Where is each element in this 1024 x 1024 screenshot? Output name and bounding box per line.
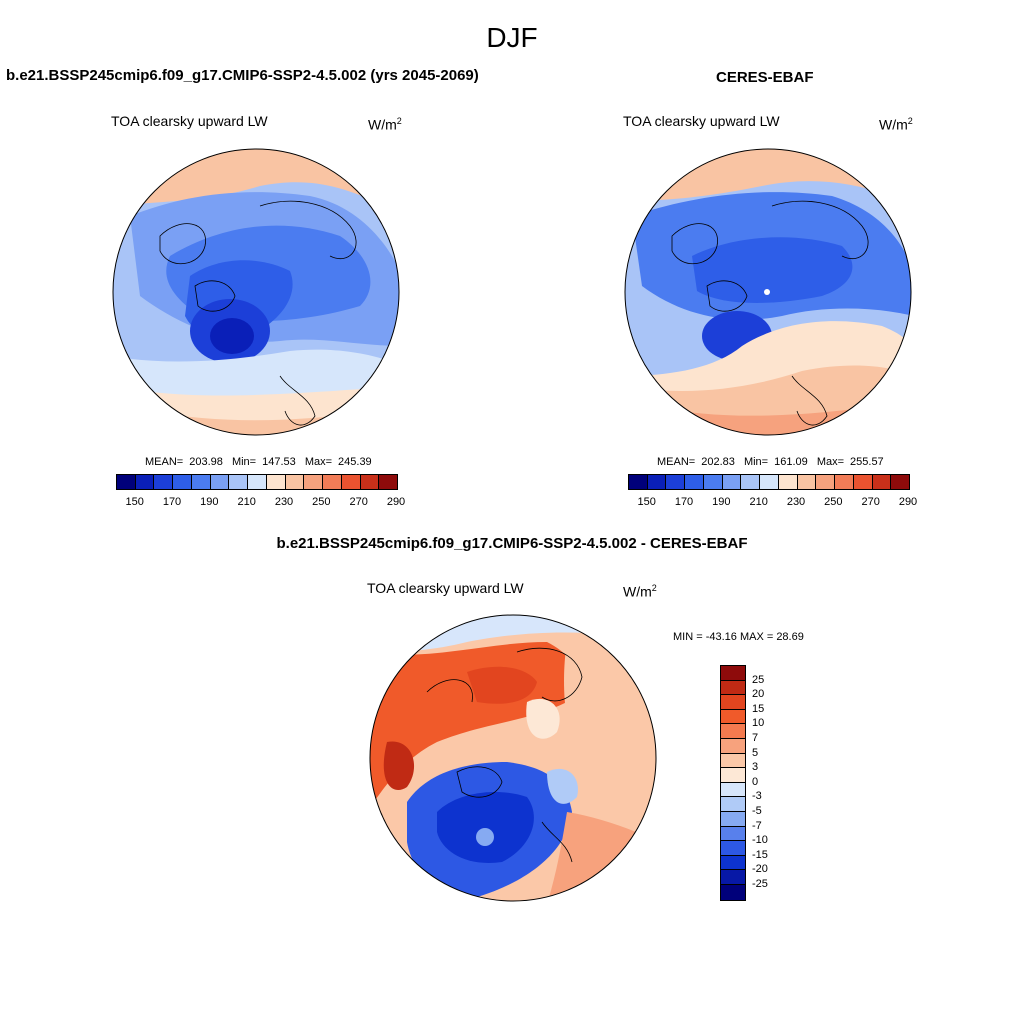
diff-polar-map	[369, 614, 657, 902]
colorbar-swatch	[117, 475, 136, 489]
colorbar-swatch	[816, 475, 836, 489]
colorbar-tick-label: 0	[752, 775, 759, 788]
colorbar-tick-label: 170	[162, 496, 182, 508]
colorbar-swatch	[229, 475, 249, 489]
model-units: W/m2	[368, 116, 402, 133]
colorbar-swatch	[629, 475, 648, 489]
colorbar-swatch	[266, 475, 286, 489]
colorbar-tick-label: 230	[786, 496, 806, 508]
colorbar-swatch	[760, 475, 779, 489]
obs-panel-title: CERES-EBAF	[716, 69, 814, 86]
obs-units: W/m2	[879, 116, 913, 133]
colorbar-tick-label: 210	[237, 496, 256, 508]
obs-stats: MEAN= 202.83 Min= 161.09 Max= 255.57	[657, 456, 884, 468]
colorbar-swatch	[685, 475, 704, 489]
colorbar-swatch	[379, 475, 398, 489]
colorbar-tick-label: 230	[274, 496, 294, 508]
colorbar-swatch	[721, 724, 745, 739]
colorbar-swatch	[721, 797, 745, 812]
colorbar-tick-label: 270	[349, 496, 368, 508]
colorbar-swatch	[721, 753, 745, 769]
colorbar-tick-label: 25	[752, 673, 765, 686]
colorbar-swatch	[210, 475, 230, 489]
colorbar-tick-label: 150	[125, 496, 144, 508]
colorbar-swatch	[721, 666, 745, 681]
colorbar-swatch	[722, 475, 742, 489]
colorbar-swatch	[721, 870, 745, 885]
colorbar-tick-label: -20	[752, 863, 768, 876]
colorbar-tick-label: 290	[386, 496, 406, 508]
colorbar-tick-label: 170	[674, 496, 694, 508]
colorbar-swatch	[721, 855, 745, 871]
colorbar-swatch	[135, 475, 155, 489]
colorbar-swatch	[323, 475, 342, 489]
colorbar-swatch	[891, 475, 910, 489]
colorbar-tick-label: 250	[824, 496, 843, 508]
colorbar-swatch	[721, 709, 745, 725]
colorbar-swatch	[797, 475, 817, 489]
model-variable-label: TOA clearsky upward LW	[111, 113, 268, 129]
colorbar-tick-label: 290	[898, 496, 918, 508]
colorbar-swatch	[173, 475, 192, 489]
colorbar-tick-label: -25	[752, 878, 768, 890]
colorbar-swatch	[721, 768, 745, 783]
colorbar-tick-label: -10	[752, 834, 768, 847]
colorbar-tick-label: 10	[752, 717, 765, 730]
colorbar-swatch	[835, 475, 854, 489]
colorbar-swatch	[154, 475, 174, 489]
colorbar-tick-label: 3	[752, 761, 759, 774]
colorbar-swatch	[248, 475, 267, 489]
colorbar-tick-label: 20	[752, 688, 765, 701]
colorbar-tick-label: 5	[752, 746, 759, 759]
diff-minmax: MIN = -43.16 MAX = 28.69	[673, 631, 804, 643]
colorbar-swatch	[721, 680, 745, 696]
colorbar-tick-label: 150	[637, 496, 656, 508]
model-polar-map	[112, 148, 400, 436]
colorbar-swatch	[341, 475, 361, 489]
colorbar-swatch	[872, 475, 892, 489]
colorbar-swatch	[666, 475, 686, 489]
colorbar-tick-label: -3	[752, 790, 762, 803]
obs-colorbar	[628, 474, 910, 490]
colorbar-tick-label: 250	[312, 496, 331, 508]
diff-panel-title: b.e21.BSSP245cmip6.f09_g17.CMIP6-SSP2-4.…	[276, 535, 748, 552]
colorbar-swatch	[191, 475, 211, 489]
colorbar-swatch	[721, 811, 745, 827]
diff-variable-label: TOA clearsky upward LW	[367, 580, 524, 596]
colorbar-swatch	[360, 475, 380, 489]
colorbar-tick-label: 190	[712, 496, 731, 508]
colorbar-swatch	[853, 475, 873, 489]
colorbar-swatch	[721, 782, 745, 798]
colorbar-swatch	[721, 884, 745, 900]
colorbar-swatch	[721, 826, 745, 842]
page-title: DJF	[486, 22, 538, 53]
diff-units: W/m2	[623, 583, 657, 600]
model-colorbar	[116, 474, 398, 490]
colorbar-swatch	[741, 475, 761, 489]
diff-colorbar	[720, 665, 746, 901]
obs-polar-map	[624, 148, 912, 436]
colorbar-tick-label: 270	[861, 496, 880, 508]
obs-variable-label: TOA clearsky upward LW	[623, 113, 780, 129]
colorbar-swatch	[647, 475, 667, 489]
colorbar-swatch	[721, 841, 745, 856]
colorbar-swatch	[304, 475, 324, 489]
colorbar-tick-label: 210	[749, 496, 768, 508]
colorbar-tick-label: -5	[752, 805, 762, 817]
colorbar-swatch	[703, 475, 723, 489]
colorbar-swatch	[778, 475, 798, 489]
colorbar-tick-label: -7	[752, 819, 762, 832]
model-panel-title: b.e21.BSSP245cmip6.f09_g17.CMIP6-SSP2-4.…	[6, 67, 479, 84]
colorbar-tick-label: 7	[752, 732, 759, 744]
colorbar-tick-label: -15	[752, 848, 768, 861]
colorbar-tick-label: 190	[200, 496, 219, 508]
colorbar-tick-label: 15	[752, 702, 765, 715]
colorbar-swatch	[721, 695, 745, 710]
colorbar-swatch	[721, 738, 745, 754]
model-stats: MEAN= 203.98 Min= 147.53 Max= 245.39	[145, 456, 372, 468]
colorbar-swatch	[285, 475, 305, 489]
